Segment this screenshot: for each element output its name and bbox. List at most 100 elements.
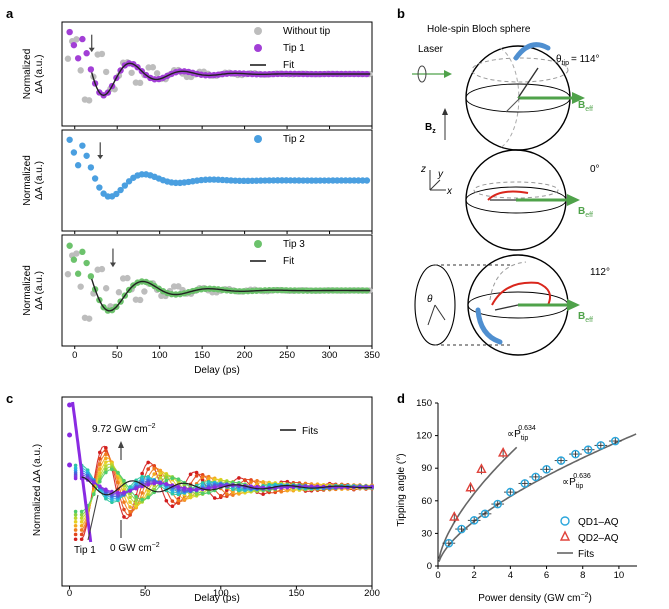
power-point (152, 466, 157, 471)
tip-point (74, 270, 82, 277)
legend-label: Fit (283, 256, 294, 267)
without-tip-point (175, 283, 182, 290)
power-point (218, 493, 223, 498)
power-point (170, 504, 175, 509)
panel-a-xtick-label: 350 (364, 350, 380, 361)
panel-c-xtick-label: 0 (67, 588, 72, 599)
panel-label-c: c (6, 391, 13, 406)
power-point (164, 473, 169, 477)
power-point (176, 501, 181, 505)
power-point (285, 485, 290, 490)
tip-point (66, 136, 73, 143)
power-point (73, 463, 78, 468)
power-point (146, 482, 150, 487)
power-point (140, 491, 144, 495)
legend-label: Fit (283, 60, 294, 71)
power-point (194, 487, 199, 492)
power-point (122, 515, 126, 519)
panel-a-xtick-label: 150 (194, 350, 210, 361)
coordinate-axes-icon: z y x (420, 164, 453, 197)
tip-point (96, 184, 103, 191)
power-point (79, 509, 84, 514)
power-point (104, 470, 108, 475)
power-point (98, 484, 102, 488)
panel-label-b: b (397, 6, 405, 21)
power-point (128, 495, 132, 500)
power-point (91, 492, 96, 497)
legend-qd1-marker (560, 516, 570, 526)
svg-text:x: x (446, 186, 453, 197)
beff-label-3: Beff (578, 311, 593, 324)
theta-tip-label: θtip = 114° (556, 54, 600, 67)
panel-a-xtick-label: 100 (152, 350, 168, 361)
without-tip-point (98, 265, 106, 273)
power-point (206, 490, 211, 495)
power-point (206, 476, 211, 481)
without-tip-point (85, 97, 93, 104)
power-point (164, 478, 169, 483)
power-point (188, 495, 193, 500)
power-point (231, 490, 235, 495)
arrow-head (88, 47, 95, 53)
power-point (73, 509, 78, 514)
legend-fits-label: Fits (578, 549, 594, 560)
legend-dot (254, 240, 262, 248)
legend-label: Fits (302, 426, 318, 437)
panel-d-ytick-label: 90 (421, 463, 432, 474)
tip-point (87, 164, 95, 171)
power-point (261, 480, 265, 484)
panel-a-ylabel-1: Normalized (22, 265, 33, 316)
without-tip-point (64, 270, 72, 278)
tip-point (70, 41, 78, 49)
power-point (73, 512, 78, 517)
without-tip-point (115, 289, 123, 296)
arrow-head (118, 441, 124, 448)
power-point (182, 486, 187, 490)
power-point (188, 492, 193, 497)
fit-line (91, 278, 371, 312)
power-point (104, 464, 108, 468)
qd1-point (610, 436, 620, 446)
tip-point (91, 175, 99, 182)
panel-a-xtick-label: 50 (112, 350, 123, 361)
power-point (110, 467, 114, 472)
angle-label-2: 0° (590, 164, 600, 175)
power-point (200, 475, 205, 480)
initial-point (67, 402, 73, 408)
legend-qd1-label: QD1–AQ (578, 517, 619, 528)
power-point (73, 528, 78, 532)
power-point (122, 478, 126, 483)
power-point (170, 476, 175, 481)
qd1-point (457, 524, 466, 534)
power-point (194, 492, 199, 496)
tip-point (125, 178, 133, 185)
beff-label-2: Beff (578, 206, 593, 219)
power-point (134, 504, 138, 508)
power-point (285, 479, 290, 484)
panel-a-ylabel-1: Normalized (22, 49, 33, 100)
panel-d-xlabel: Power density (GW cm−2) (478, 592, 592, 604)
panel-d-ytick-label: 150 (416, 398, 432, 409)
power-point (146, 467, 150, 471)
power-point (279, 486, 284, 490)
panel-d-xtick-label: 0 (435, 570, 440, 581)
power-point (79, 520, 84, 524)
panel-a-xtick-label: 0 (72, 350, 77, 361)
power-point (73, 516, 78, 520)
power-point (91, 480, 96, 485)
power-point (231, 493, 235, 497)
qd1-point (444, 538, 454, 548)
power-point (176, 477, 181, 481)
power-point (237, 476, 241, 480)
laser-icon (412, 65, 452, 83)
qd2-point (449, 511, 460, 521)
panel-d-xtick-label: 8 (580, 570, 585, 581)
svg-text:y: y (437, 169, 444, 180)
panel-c-ylabel: Normalized ΔA (a.u.) (32, 444, 43, 536)
power-point (116, 471, 120, 475)
annotation-tip: Tip 1 (74, 545, 96, 556)
power-point (146, 495, 150, 500)
without-tip-point (102, 68, 110, 76)
power-point (73, 520, 78, 524)
